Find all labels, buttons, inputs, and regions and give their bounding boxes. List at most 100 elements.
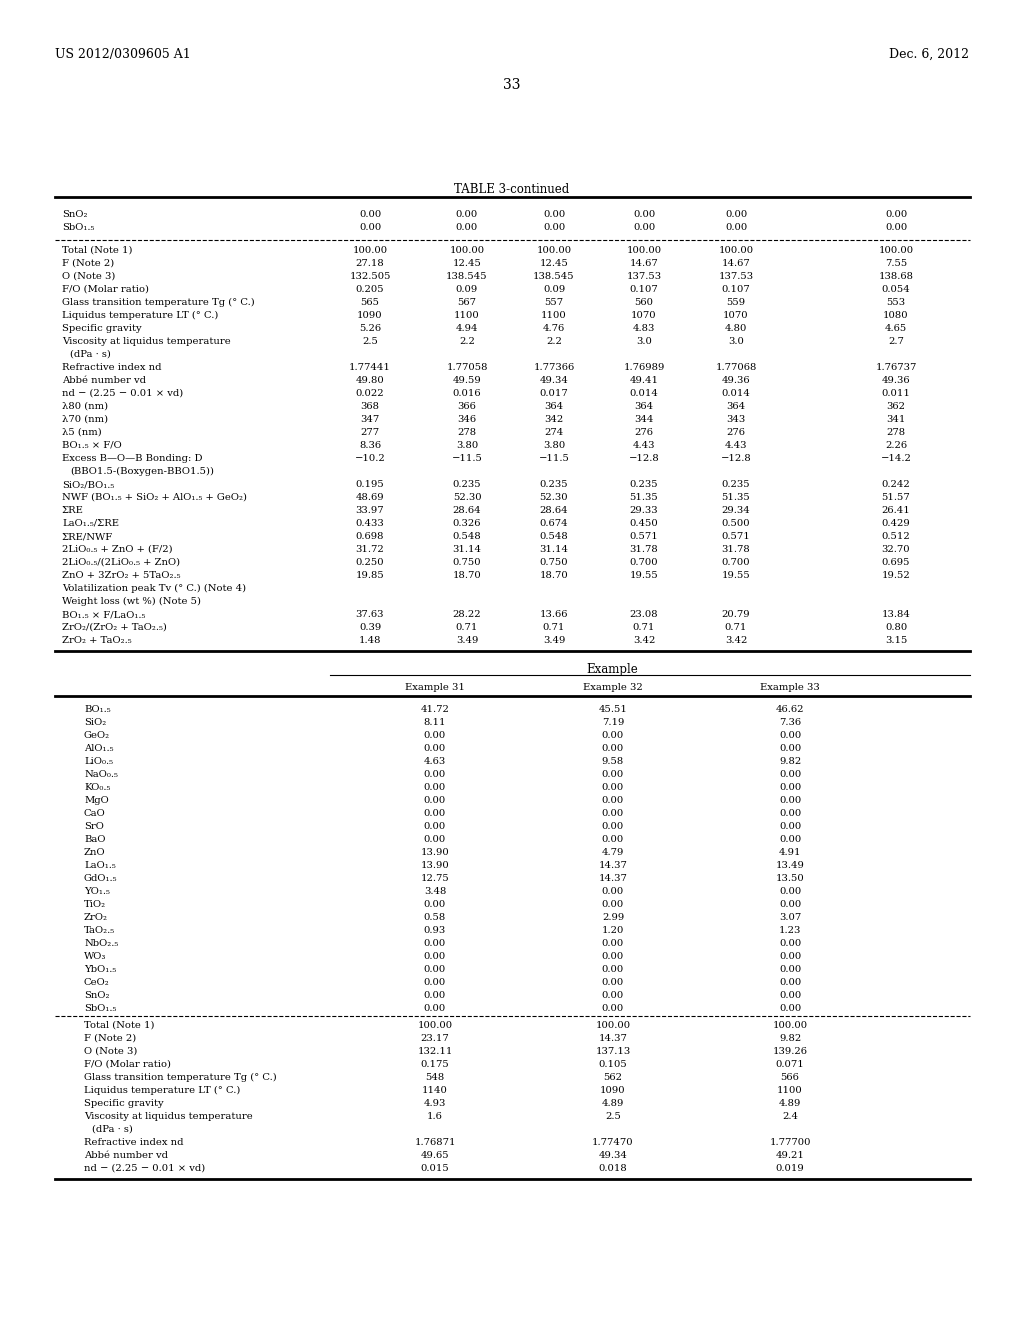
Text: λ80 (nm): λ80 (nm) <box>62 403 109 411</box>
Text: Example 31: Example 31 <box>406 682 465 692</box>
Text: 51.35: 51.35 <box>630 492 658 502</box>
Text: 0.700: 0.700 <box>722 558 751 568</box>
Text: 1070: 1070 <box>723 312 749 319</box>
Text: 0.107: 0.107 <box>722 285 751 294</box>
Text: 100.00: 100.00 <box>719 246 754 255</box>
Text: AlO₁.₅: AlO₁.₅ <box>84 744 114 752</box>
Text: 1.77441: 1.77441 <box>349 363 391 372</box>
Text: 0.00: 0.00 <box>779 796 801 805</box>
Text: 0.00: 0.00 <box>779 1005 801 1012</box>
Text: 0.00: 0.00 <box>725 210 748 219</box>
Text: 0.09: 0.09 <box>456 285 478 294</box>
Text: 0.695: 0.695 <box>882 558 910 568</box>
Text: 31.72: 31.72 <box>355 545 384 554</box>
Text: 0.750: 0.750 <box>453 558 481 568</box>
Text: 19.55: 19.55 <box>630 572 658 579</box>
Text: λ5 (nm): λ5 (nm) <box>62 428 101 437</box>
Text: Abbé number vd: Abbé number vd <box>62 376 146 385</box>
Text: 0.429: 0.429 <box>882 519 910 528</box>
Text: 49.59: 49.59 <box>453 376 481 385</box>
Text: 0.80: 0.80 <box>885 623 907 632</box>
Text: BO₁.₅ × F/O: BO₁.₅ × F/O <box>62 441 122 450</box>
Text: 0.00: 0.00 <box>602 783 624 792</box>
Text: 2LiO₀.₅ + ZnO + (F/2): 2LiO₀.₅ + ZnO + (F/2) <box>62 545 173 554</box>
Text: 14.37: 14.37 <box>599 1034 628 1043</box>
Text: 0.175: 0.175 <box>421 1060 450 1069</box>
Text: 49.21: 49.21 <box>775 1151 805 1160</box>
Text: 14.37: 14.37 <box>599 874 628 883</box>
Text: 4.89: 4.89 <box>602 1100 625 1107</box>
Text: 46.62: 46.62 <box>776 705 804 714</box>
Text: 28.64: 28.64 <box>540 506 568 515</box>
Text: 0.00: 0.00 <box>725 223 748 232</box>
Text: CaO: CaO <box>84 809 105 818</box>
Text: 0.71: 0.71 <box>456 623 478 632</box>
Text: KO₀.₅: KO₀.₅ <box>84 783 111 792</box>
Text: 0.00: 0.00 <box>779 900 801 909</box>
Text: 0.00: 0.00 <box>602 836 624 843</box>
Text: 14.67: 14.67 <box>630 259 658 268</box>
Text: 0.00: 0.00 <box>456 223 478 232</box>
Text: Volatilization peak Tv (° C.) (Note 4): Volatilization peak Tv (° C.) (Note 4) <box>62 583 246 593</box>
Text: Liquidus temperature LT (° C.): Liquidus temperature LT (° C.) <box>84 1086 241 1096</box>
Text: F (Note 2): F (Note 2) <box>62 259 115 268</box>
Text: 100.00: 100.00 <box>879 246 913 255</box>
Text: −14.2: −14.2 <box>881 454 911 463</box>
Text: 362: 362 <box>887 403 905 411</box>
Text: 1.77470: 1.77470 <box>592 1138 634 1147</box>
Text: 4.43: 4.43 <box>725 441 748 450</box>
Text: 3.42: 3.42 <box>633 636 655 645</box>
Text: 0.235: 0.235 <box>453 480 481 488</box>
Text: 0.00: 0.00 <box>602 796 624 805</box>
Text: 7.19: 7.19 <box>602 718 625 727</box>
Text: Liquidus temperature LT (° C.): Liquidus temperature LT (° C.) <box>62 312 218 321</box>
Text: 100.00: 100.00 <box>450 246 484 255</box>
Text: 49.34: 49.34 <box>599 1151 628 1160</box>
Text: 0.512: 0.512 <box>882 532 910 541</box>
Text: 0.00: 0.00 <box>779 731 801 741</box>
Text: 13.50: 13.50 <box>775 874 805 883</box>
Text: SiO₂: SiO₂ <box>84 718 106 727</box>
Text: 12.75: 12.75 <box>421 874 450 883</box>
Text: SrO: SrO <box>84 822 103 832</box>
Text: 3.80: 3.80 <box>543 441 565 450</box>
Text: 0.011: 0.011 <box>882 389 910 399</box>
Text: 19.55: 19.55 <box>722 572 751 579</box>
Text: 553: 553 <box>887 298 905 308</box>
Text: 19.85: 19.85 <box>355 572 384 579</box>
Text: Example 32: Example 32 <box>583 682 643 692</box>
Text: 0.433: 0.433 <box>355 519 384 528</box>
Text: 1100: 1100 <box>454 312 480 319</box>
Text: Abbé number vd: Abbé number vd <box>84 1151 168 1160</box>
Text: 366: 366 <box>458 403 476 411</box>
Text: −10.2: −10.2 <box>354 454 385 463</box>
Text: 20.79: 20.79 <box>722 610 751 619</box>
Text: 0.00: 0.00 <box>779 822 801 832</box>
Text: 0.00: 0.00 <box>602 1005 624 1012</box>
Text: Total (Note 1): Total (Note 1) <box>84 1020 155 1030</box>
Text: 1.23: 1.23 <box>779 927 801 935</box>
Text: 2.5: 2.5 <box>605 1111 621 1121</box>
Text: 0.00: 0.00 <box>633 223 655 232</box>
Text: 8.11: 8.11 <box>424 718 446 727</box>
Text: 0.00: 0.00 <box>602 900 624 909</box>
Text: F/O (Molar ratio): F/O (Molar ratio) <box>62 285 150 294</box>
Text: NaO₀.₅: NaO₀.₅ <box>84 770 118 779</box>
Text: BaO: BaO <box>84 836 105 843</box>
Text: 3.0: 3.0 <box>636 337 652 346</box>
Text: F/O (Molar ratio): F/O (Molar ratio) <box>84 1060 171 1069</box>
Text: 3.49: 3.49 <box>456 636 478 645</box>
Text: 0.00: 0.00 <box>602 991 624 1001</box>
Text: MgO: MgO <box>84 796 109 805</box>
Text: 9.58: 9.58 <box>602 756 624 766</box>
Text: 0.00: 0.00 <box>456 210 478 219</box>
Text: 0.00: 0.00 <box>602 965 624 974</box>
Text: 0.00: 0.00 <box>424 1005 446 1012</box>
Text: SbO₁.₅: SbO₁.₅ <box>84 1005 117 1012</box>
Text: 4.94: 4.94 <box>456 323 478 333</box>
Text: 0.571: 0.571 <box>722 532 751 541</box>
Text: 4.76: 4.76 <box>543 323 565 333</box>
Text: 1.76989: 1.76989 <box>624 363 665 372</box>
Text: 0.242: 0.242 <box>882 480 910 488</box>
Text: US 2012/0309605 A1: US 2012/0309605 A1 <box>55 48 190 61</box>
